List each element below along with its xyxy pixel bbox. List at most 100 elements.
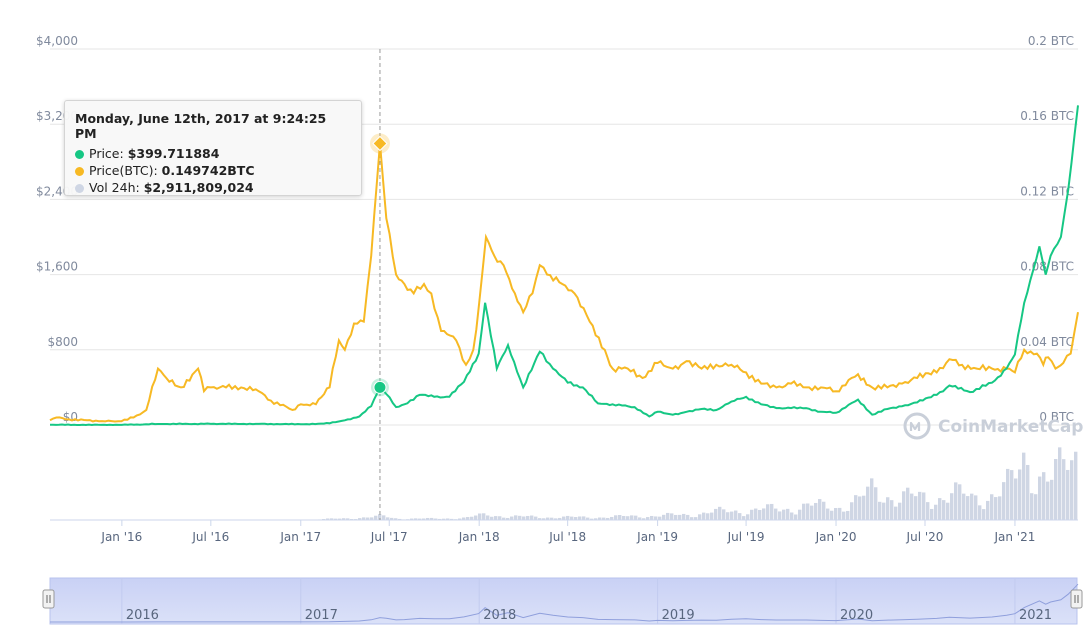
volume-bar [678,514,682,520]
volume-bar [598,517,602,520]
volume-bar [730,511,734,520]
volume-bar [994,497,998,520]
volume-bar [866,486,870,520]
volume-bar [714,508,718,520]
volume-bar [458,518,462,520]
y-axis-left: $0$800$1,600$2,400$3,200$4,000 [36,34,78,424]
x-tick-label: Jan '19 [636,530,678,544]
volume-bar [750,509,754,520]
volume-bar [810,505,814,520]
volume-bar [970,493,974,520]
price-marker [373,380,387,394]
volume-bar [854,495,858,520]
volume-bar [926,502,930,520]
volume-bar [546,517,550,520]
volume-bar [882,502,886,520]
volume-bar [766,504,770,520]
volume-bar [986,500,990,520]
volume-bar [578,516,582,520]
volume-bar [990,494,994,520]
navigator-selection[interactable] [49,577,1078,625]
volume-bar [734,510,738,520]
volume-bar [1018,469,1022,520]
volume-bar [738,513,742,520]
volume-bar [838,507,842,520]
volume-bar [638,517,642,520]
volume-bar [814,502,818,520]
volume-bar [358,518,362,520]
volume-bar [722,509,726,520]
volume-bar [886,497,890,520]
volume-bar [422,518,426,520]
volume-bar [1042,472,1046,520]
chart-tooltip: Monday, June 12th, 2017 at 9:24:25 PM Pr… [64,100,362,196]
volume-bar [602,517,606,520]
volume-bar [1010,470,1014,520]
tooltip-value: $2,911,809,024 [143,180,254,195]
volume-bar [1062,459,1066,520]
volume-bar [694,517,698,520]
volume-bar [498,516,502,520]
x-tick-label: Jan '18 [458,530,500,544]
volume-bar [510,516,514,520]
volume-bar [502,517,506,520]
volume-bar [930,508,934,520]
volume-bar [586,517,590,520]
price-dot-icon [75,150,84,159]
y-tick-label-right: 0.12 BTC [1020,184,1074,198]
x-tick-label: Jan '17 [279,530,321,544]
price-btc-marker [372,135,388,152]
volume-bar [494,516,498,520]
volume-bar [626,516,630,520]
volume-bar [1050,479,1054,520]
volume-bar [778,511,782,520]
volume-bar [594,518,598,520]
volume-bar [514,515,518,520]
navigator-year-label: 2018 [483,608,516,623]
coinmarketcap-logo-icon [903,412,931,440]
volume-bar [710,512,714,520]
volume-bar [954,482,958,520]
volume-bar [410,518,414,520]
volume-bar [870,478,874,520]
volume-bar [486,515,490,520]
volume-bar [614,515,618,520]
volume-bar [522,516,526,520]
volume-bar [858,496,862,520]
volume-bar [430,517,434,520]
volume-bar [682,513,686,520]
volume-bar [782,509,786,520]
volume-bar [526,515,530,520]
navigator-handle-right[interactable] [1070,589,1083,609]
volume-bar [462,517,466,520]
range-navigator[interactable]: 2016 2017 2018 2019 2020 2021 [42,577,1083,625]
navigator-handle-left[interactable] [42,589,55,609]
volume-bar [742,516,746,520]
volume-bar [698,514,702,520]
volume-bar [966,496,970,520]
volume-bar [670,513,674,520]
tooltip-row-price: Price: $399.711884 [75,145,351,162]
volume-bar [718,506,722,520]
tooltip-value: $399.711884 [127,146,220,161]
volume-bar [582,516,586,520]
volume-bar [1026,464,1030,520]
volume-bar [646,517,650,520]
volume-bar [506,517,510,520]
navigator-year-label: 2021 [1019,608,1052,623]
volume-bar [658,516,662,520]
volume-bar [890,500,894,520]
navigator-year-label: 2019 [662,608,695,623]
volume-bar [842,511,846,520]
x-tick-label: Jul '18 [548,530,586,544]
y-tick-label-left: $4,000 [36,34,78,48]
y-tick-label-left: $0 [63,410,78,424]
series-line-price-btc [49,143,1079,423]
volume-bar [874,487,878,520]
volume-bar [378,514,382,520]
volume-bar [326,518,330,520]
volume-bar [394,518,398,520]
volume-bar [470,516,474,520]
